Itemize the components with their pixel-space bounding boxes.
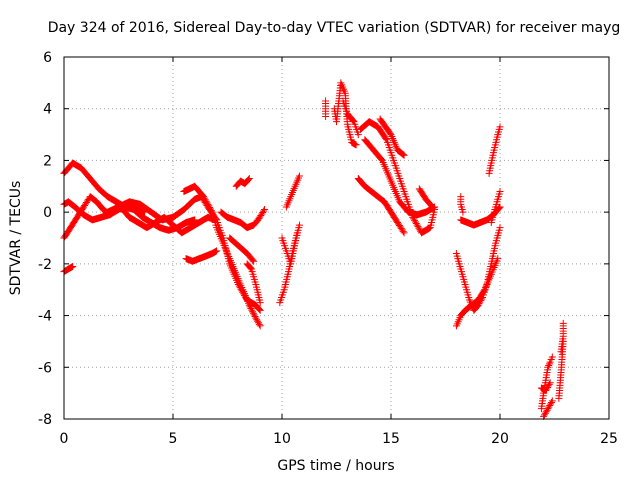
series-track-21 bbox=[376, 115, 408, 159]
data-point-markers bbox=[282, 172, 303, 211]
y-axis-label: SDTVAR / TECUs bbox=[8, 181, 24, 296]
data-point-markers bbox=[540, 397, 556, 420]
series-track-33 bbox=[557, 319, 567, 356]
data-point-markers bbox=[217, 206, 269, 232]
chart-title: Day 324 of 2016, Sidereal Day-to-day VTE… bbox=[48, 20, 621, 36]
data-point-markers bbox=[60, 262, 77, 276]
y-tick-label: 0 bbox=[43, 205, 52, 221]
series-track-09 bbox=[226, 234, 258, 265]
data-point-markers bbox=[60, 159, 199, 234]
series-track-30 bbox=[537, 379, 554, 395]
y-tick-labels: -8 -6 -4 -2 0 2 4 6 bbox=[38, 50, 52, 428]
series-track-22 bbox=[415, 185, 436, 211]
data-point-markers bbox=[180, 182, 264, 330]
x-tick-label: 25 bbox=[600, 431, 618, 447]
data-point-markers bbox=[415, 185, 436, 211]
x-tick-label: 5 bbox=[169, 431, 178, 447]
series-track-20 bbox=[354, 175, 408, 237]
data-point-markers bbox=[452, 255, 502, 330]
y-tick-label: -4 bbox=[38, 309, 52, 325]
series-track-14 bbox=[282, 172, 303, 211]
series-track-06 bbox=[180, 182, 264, 330]
x-tick-label: 10 bbox=[273, 431, 291, 447]
series-track-17 bbox=[339, 97, 362, 139]
y-tick-label: -2 bbox=[38, 257, 52, 273]
x-tick-label: 0 bbox=[60, 431, 69, 447]
series-track-24 bbox=[452, 255, 502, 330]
x-tick-label: 20 bbox=[491, 431, 509, 447]
data-point-markers bbox=[361, 136, 439, 219]
data-point-markers bbox=[485, 123, 504, 177]
y-tick-label: -8 bbox=[38, 412, 52, 428]
y-tick-label: 2 bbox=[43, 153, 52, 169]
data-point-markers bbox=[557, 319, 567, 356]
series-track-19 bbox=[361, 136, 439, 219]
data-point-markers bbox=[322, 97, 330, 120]
data-point-markers bbox=[339, 97, 362, 139]
data-point-markers bbox=[243, 260, 264, 307]
series-track-15 bbox=[322, 97, 330, 120]
y-tick-label: -6 bbox=[38, 360, 52, 376]
data-point-markers bbox=[278, 221, 303, 268]
data-point-markers bbox=[487, 187, 504, 226]
x-axis-label: GPS time / hours bbox=[277, 458, 394, 474]
x-tick-labels: 0 5 10 15 20 25 bbox=[60, 431, 618, 447]
series-track-31 bbox=[540, 397, 556, 420]
series-track-11 bbox=[232, 175, 253, 190]
data-points bbox=[60, 79, 567, 420]
data-point-markers bbox=[457, 193, 467, 216]
series-track-04 bbox=[60, 262, 77, 276]
series-track-08 bbox=[217, 206, 269, 232]
series-track-01 bbox=[60, 159, 199, 234]
data-point-markers bbox=[537, 379, 554, 395]
y-tick-label: 6 bbox=[43, 50, 52, 66]
series-track-13 bbox=[278, 221, 303, 268]
data-point-markers bbox=[376, 115, 408, 159]
data-point-markers bbox=[226, 234, 258, 265]
series-track-28 bbox=[457, 193, 467, 216]
series-track-10 bbox=[243, 260, 264, 307]
series-track-07 bbox=[182, 247, 221, 265]
x-tick-label: 15 bbox=[382, 431, 400, 447]
plot-frame bbox=[63, 56, 610, 420]
data-point-markers bbox=[354, 175, 408, 237]
series-track-27 bbox=[487, 187, 504, 226]
data-point-markers bbox=[232, 175, 253, 190]
data-point-markers bbox=[182, 247, 221, 265]
y-tick-label: 4 bbox=[43, 102, 52, 118]
series-track-26 bbox=[485, 123, 504, 177]
